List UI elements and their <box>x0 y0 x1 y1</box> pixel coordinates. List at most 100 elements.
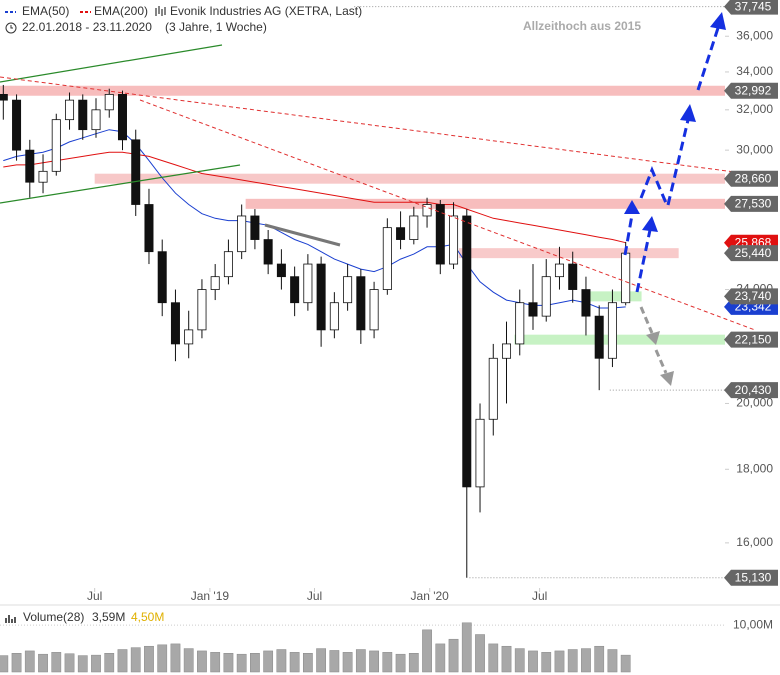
candle-body <box>396 227 406 240</box>
volume-bar <box>461 622 472 673</box>
candle-body <box>515 302 525 345</box>
volume-bar <box>38 653 48 673</box>
level-label: 23,740 <box>735 289 772 303</box>
trend-line <box>0 44 223 83</box>
level-label-box <box>724 0 778 15</box>
level-label: 37,745 <box>735 0 772 13</box>
projection-arrow <box>654 349 668 374</box>
candle-icon <box>155 6 166 16</box>
plot: 16,00018,00020,00024,00030,00032,00034,0… <box>0 6 773 673</box>
volume-bar <box>355 649 366 673</box>
level-label: 15,130 <box>735 570 772 584</box>
volume-bar <box>475 634 485 673</box>
volume-bar <box>395 653 406 673</box>
y-tick-label: 16,000 <box>736 535 773 549</box>
level-label-box <box>724 331 778 348</box>
candle-body <box>462 215 472 488</box>
candle-body <box>329 302 339 331</box>
arrow-head <box>660 371 674 386</box>
level-zone <box>458 248 679 259</box>
trend-line <box>139 99 756 331</box>
candle-body <box>554 263 564 278</box>
volume-bar <box>223 653 234 673</box>
candle-body <box>250 215 260 240</box>
x-tick-label: Jul <box>307 589 322 603</box>
volume-bar <box>607 649 618 673</box>
candle-body <box>316 263 326 331</box>
level-zone <box>0 85 725 96</box>
candle-body <box>197 289 207 331</box>
volume-bar <box>24 650 35 673</box>
volume-bar <box>183 648 194 673</box>
level-label-box <box>724 382 778 399</box>
candle-body <box>157 251 167 304</box>
volume-bar <box>289 652 300 673</box>
level-label: 20,430 <box>735 383 772 397</box>
volume-bar <box>541 652 552 673</box>
candle-body <box>435 204 445 265</box>
volume-icon <box>5 615 16 623</box>
legend-entry: EMA(200) <box>94 4 148 18</box>
level-label-box <box>724 569 778 586</box>
candle-body <box>382 227 392 290</box>
level-label: 32,992 <box>735 83 772 97</box>
candle-body <box>210 276 220 290</box>
x-tick-label: Jan '20 <box>411 589 450 603</box>
candle-body <box>488 357 498 420</box>
volume-bar <box>302 653 313 673</box>
candle-body <box>237 215 247 253</box>
y-tick-label: 10,00M <box>733 617 773 631</box>
volume-bar <box>528 650 538 673</box>
projection-arrow <box>639 166 668 204</box>
candle-body <box>144 204 154 253</box>
volume-bar <box>514 648 525 673</box>
candle-body <box>78 99 88 131</box>
arrow-head <box>680 104 696 122</box>
trend-line <box>0 76 736 173</box>
y-tick-label: 36,000 <box>736 28 773 42</box>
level-label-box <box>724 288 778 305</box>
candle-body <box>356 276 366 331</box>
y-tick-label: 20,000 <box>736 396 773 410</box>
projection-arrow <box>666 119 690 206</box>
arrow-head <box>642 216 658 232</box>
legend-entry: EMA(50) <box>22 4 69 18</box>
volume-bar <box>422 629 432 673</box>
candle-body <box>91 109 101 131</box>
arrow-head <box>646 331 660 345</box>
candle-body <box>223 251 233 278</box>
volume-bar <box>382 652 393 673</box>
ema-line <box>3 151 626 244</box>
volume-bar <box>620 654 631 673</box>
candle-body <box>38 170 48 183</box>
volume-bar <box>197 650 207 673</box>
projection-arrow <box>639 306 654 334</box>
clock-icon <box>5 22 17 34</box>
x-tick-label: Jul <box>87 589 102 603</box>
volume-bar <box>488 643 499 673</box>
candle-body <box>541 276 551 317</box>
volume-bar <box>408 653 419 673</box>
candle-body <box>621 252 631 304</box>
volume-bar <box>77 655 88 673</box>
level-label: 27,530 <box>735 196 772 210</box>
candle-body <box>263 239 273 265</box>
volume-bar <box>144 645 154 673</box>
candle-body <box>51 119 61 172</box>
volume-bar <box>369 650 379 673</box>
trend-line <box>0 164 241 204</box>
annotation: Allzeithoch aus 2015 <box>523 19 641 33</box>
x-tick-label: Jul <box>532 589 547 603</box>
volume-bar <box>117 649 128 673</box>
volume-bar <box>594 645 605 673</box>
candle-body <box>65 99 75 121</box>
level-label-box <box>724 82 778 99</box>
level-label-box <box>724 170 778 187</box>
volume-bar <box>104 653 115 673</box>
candle-body <box>475 418 485 488</box>
candle-body <box>594 315 604 359</box>
level-label: 28,660 <box>735 171 772 185</box>
volume-bar <box>250 653 260 673</box>
candle-body <box>104 93 114 111</box>
period: 22.01.2018 - 23.11.2020 <box>22 20 152 34</box>
